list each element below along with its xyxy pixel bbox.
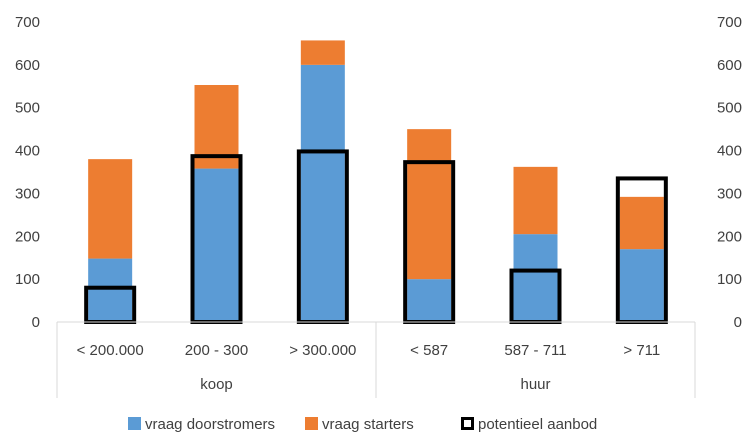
supply-outlines — [84, 149, 668, 325]
y-tick-left-0: 0 — [32, 314, 40, 331]
y-tick-right-0: 0 — [734, 314, 742, 331]
bar-starters-4 — [513, 166, 558, 235]
y-tick-right-1: 100 — [717, 271, 742, 288]
group-label-0: koop — [200, 376, 233, 393]
x-tick-5: > 711 — [623, 342, 660, 359]
y-tick-right-5: 500 — [717, 100, 742, 117]
legend-swatch-1 — [305, 417, 318, 430]
y-tick-left-2: 200 — [15, 228, 40, 245]
y-tick-right-7: 700 — [717, 14, 742, 31]
bar-starters-0 — [88, 159, 133, 259]
bar-doorstromers-2 — [300, 64, 345, 322]
group-label-1: huur — [520, 376, 550, 393]
legend-label-0: vraag doorstromers — [145, 416, 275, 433]
y-tick-left-6: 600 — [15, 57, 40, 74]
bar-starters-5 — [619, 196, 664, 250]
bar-doorstromers-1 — [194, 168, 239, 322]
bar-doorstromers-0 — [88, 258, 133, 322]
x-tick-2: > 300.000 — [289, 342, 356, 359]
y-tick-right-6: 600 — [717, 57, 742, 74]
y-axis-right: 0 100 200 300 400 500 600 700 — [717, 14, 742, 331]
legend: vraag doorstromers vraag starters potentie… — [128, 416, 597, 433]
x-tick-3: < 587 — [410, 342, 448, 359]
legend-swatch-0 — [128, 417, 141, 430]
bar-starters-2 — [300, 40, 345, 65]
legend-label-2: potentieel aanbod — [478, 416, 597, 433]
bars — [88, 40, 664, 322]
bar-doorstromers-4 — [513, 234, 558, 322]
x-tick-4: 587 - 711 — [504, 342, 566, 359]
y-tick-left-5: 500 — [15, 100, 40, 117]
x-axis: < 200.000 200 - 300 > 300.000 < 587 587 - 71… — [56, 321, 696, 398]
y-tick-left-7: 700 — [15, 14, 40, 31]
y-tick-left-4: 400 — [15, 143, 40, 160]
bar-doorstromers-3 — [407, 279, 452, 322]
y-tick-left-1: 100 — [15, 271, 40, 288]
y-tick-right-4: 400 — [717, 143, 742, 160]
bar-doorstromers-5 — [619, 249, 664, 322]
legend-label-1: vraag starters — [322, 416, 414, 433]
y-tick-right-3: 300 — [717, 185, 742, 202]
legend-swatch-2 — [461, 417, 474, 430]
y-tick-left-3: 300 — [15, 185, 40, 202]
x-tick-0: < 200.000 — [77, 342, 144, 359]
y-tick-right-2: 200 — [717, 228, 742, 245]
bar-starters-3 — [407, 129, 452, 280]
y-axis-left: 0 100 200 300 400 500 600 700 — [15, 14, 40, 331]
x-tick-1: 200 - 300 — [185, 342, 248, 359]
